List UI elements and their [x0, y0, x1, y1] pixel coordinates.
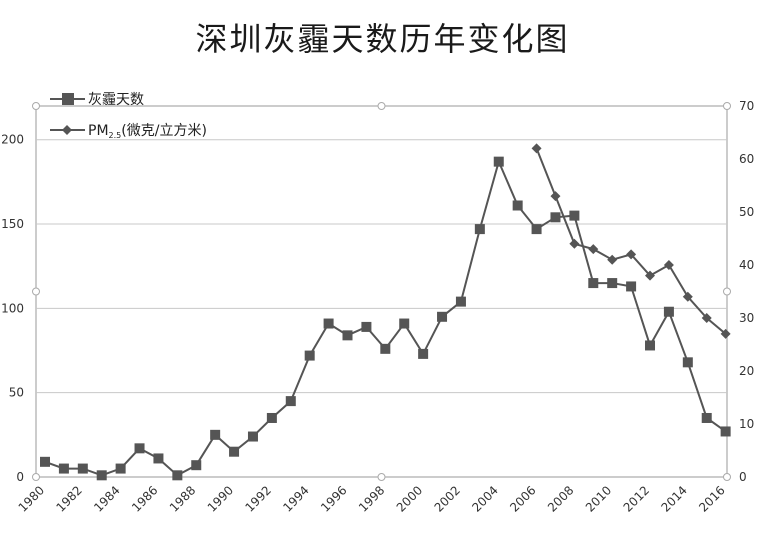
haze-days-point — [701, 412, 712, 423]
y-left-tick-label: 50 — [9, 386, 24, 400]
haze-days-point — [134, 443, 145, 454]
pm25-point — [663, 260, 674, 270]
haze-days-point — [645, 340, 656, 351]
x-tick-label: 1988 — [167, 483, 198, 514]
y-left-tick-label: 200 — [1, 133, 24, 147]
haze-days-point — [266, 412, 277, 423]
haze-days-point — [682, 357, 693, 368]
y-left-tick-label: 0 — [16, 470, 24, 484]
haze-days-point — [588, 278, 599, 289]
x-tick-label: 2012 — [621, 483, 652, 514]
y-right-tick-label: 50 — [739, 205, 754, 219]
haze-days-point — [342, 330, 353, 341]
frame-handle — [377, 473, 386, 481]
frame-handle — [723, 102, 731, 110]
pm25-point — [626, 249, 637, 260]
y-left-tick-label: 100 — [1, 301, 24, 315]
frame-handle — [32, 287, 40, 296]
frame-handle — [723, 287, 731, 296]
x-tick-label: 1986 — [129, 483, 160, 514]
frame-handle — [32, 102, 40, 110]
haze-days-point — [285, 396, 296, 407]
haze-days-point — [531, 224, 542, 235]
x-tick-label: 1990 — [205, 483, 236, 514]
haze-days-point — [399, 318, 410, 329]
pm25-point — [720, 328, 731, 339]
frame-handle — [377, 102, 386, 110]
y-right-tick-label: 10 — [739, 417, 754, 431]
frame-handle — [723, 473, 731, 481]
x-tick-label: 1996 — [318, 483, 349, 514]
x-tick-label: 1980 — [16, 483, 47, 514]
x-tick-label: 2014 — [658, 483, 689, 514]
pm25-point — [550, 191, 561, 202]
haze-days-point — [626, 281, 637, 292]
x-tick-label: 2002 — [432, 483, 463, 514]
haze-days-point — [607, 278, 618, 289]
haze-days-point — [437, 311, 448, 322]
legend-pm25-marker — [62, 125, 72, 135]
haze-days-point — [210, 429, 221, 440]
legend-haze-marker — [62, 93, 74, 105]
x-tick-label: 2016 — [696, 483, 727, 514]
plot-area — [35, 105, 728, 478]
haze-days-line — [44, 158, 727, 477]
x-tick-label: 1992 — [243, 483, 274, 514]
haze-days-point — [40, 456, 50, 467]
pm25-point — [569, 238, 580, 249]
x-tick-label: 2004 — [469, 483, 500, 514]
pm25-point — [701, 313, 712, 323]
page-title: 深圳灰霾天数历年变化图 — [195, 20, 570, 58]
haze-days-point — [380, 343, 391, 354]
pm25-point — [645, 270, 656, 281]
haze-days-point — [229, 446, 240, 457]
haze-days-point — [550, 212, 561, 223]
y-right-tick-label: 60 — [739, 152, 754, 166]
x-tick-label: 1998 — [356, 483, 387, 514]
x-tick-label: 2008 — [545, 483, 576, 514]
haze-days-point — [720, 426, 731, 437]
haze-days-point — [96, 470, 107, 481]
y-right-tick-label: 40 — [739, 258, 754, 272]
haze-days-point — [663, 306, 674, 317]
haze-days-point — [418, 348, 429, 359]
haze-days-point — [247, 431, 258, 442]
x-tick-label: 2010 — [583, 483, 614, 514]
pm25-point — [531, 143, 542, 154]
legend-pm25-label: PM2.5(微克/立方米) — [88, 123, 207, 140]
pm25-point — [682, 291, 693, 302]
legend-haze-label: 灰霾天数 — [88, 92, 144, 108]
haze-days-point — [474, 224, 485, 235]
haze-days-point — [512, 200, 523, 211]
haze-days-point — [493, 156, 504, 167]
haze-days-point — [172, 470, 183, 481]
y-left-tick-label: 150 — [1, 217, 24, 231]
pm25-point — [588, 244, 599, 255]
x-tick-label: 1982 — [53, 483, 84, 514]
haze-days-point — [569, 210, 580, 221]
y-right-tick-label: 0 — [739, 470, 747, 484]
haze-days-point — [361, 321, 372, 332]
x-tick-label: 2006 — [507, 483, 538, 514]
haze-days-point — [153, 453, 164, 464]
y-right-tick-label: 30 — [739, 311, 754, 325]
haze-days-point — [115, 463, 126, 474]
y-right-tick-label: 20 — [739, 364, 754, 378]
frame-handle — [32, 473, 40, 481]
haze-days-point — [58, 463, 69, 474]
haze-days-point — [323, 318, 334, 329]
haze-days-point — [191, 460, 202, 471]
x-tick-label: 1984 — [91, 483, 122, 514]
x-tick-label: 1994 — [280, 483, 311, 514]
pm25-point — [607, 254, 618, 265]
y-right-tick-label: 70 — [739, 99, 754, 113]
x-tick-label: 2000 — [394, 483, 425, 514]
haze-days-point — [304, 350, 315, 361]
haze-days-point — [455, 296, 466, 307]
haze-days-point — [77, 463, 88, 474]
pm25-line — [535, 148, 727, 335]
